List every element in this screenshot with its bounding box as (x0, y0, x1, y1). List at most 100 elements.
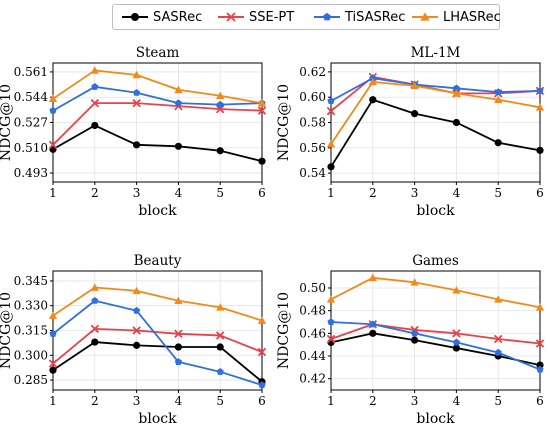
y-tick-label: 0.48 (299, 304, 326, 318)
x-tick-label: 5 (216, 394, 224, 408)
data-point (49, 366, 57, 374)
series-sasrec (327, 96, 544, 171)
legend-label: TiSASRec (345, 9, 406, 25)
y-axis-label: NDCG@10 (276, 292, 292, 369)
data-point (326, 334, 336, 344)
data-point (494, 139, 502, 147)
x-tick-label: 2 (369, 394, 377, 408)
plot-frame (330, 270, 541, 391)
series-lhasrec (326, 273, 545, 311)
x-tick-label: 2 (91, 186, 99, 200)
series-line (52, 85, 263, 112)
y-tick-label: 0.50 (299, 281, 326, 295)
series-line (52, 299, 263, 386)
series-tisasrec (49, 296, 266, 389)
data-point (411, 336, 419, 344)
data-point (494, 88, 502, 96)
data-point (258, 381, 266, 389)
chart-panel-ml-1m: ML-1M 1 2 3 4 5 6 0.54 0.56 0.58 0.60 0.62 block NDCG… (276, 45, 545, 219)
data-point (174, 358, 182, 365)
data-point (174, 343, 182, 351)
legend-swatch (412, 12, 438, 21)
data-point (90, 66, 99, 74)
y-axis-label: NDCG@10 (0, 292, 14, 369)
series-line (52, 341, 263, 383)
series-line (330, 81, 541, 145)
series-line (52, 286, 263, 322)
x-tick-label: 4 (175, 394, 183, 408)
legend-label: LHASRec (443, 9, 501, 25)
data-point (90, 98, 100, 108)
data-point (216, 91, 225, 100)
legend-item-tisasrec: TiSASRec (313, 5, 405, 29)
data-point (535, 103, 545, 111)
legend-item-sasrec: SASRec (121, 5, 202, 29)
data-point (132, 98, 141, 108)
series-line (330, 276, 541, 309)
series-line (330, 77, 541, 102)
data-point (494, 295, 503, 303)
series-line (52, 124, 263, 163)
data-point (327, 97, 335, 105)
data-point (326, 139, 336, 148)
series-sse-pt (48, 98, 267, 150)
y-tick-label: 0.44 (299, 349, 326, 363)
legend-marker-pentagon (323, 12, 331, 21)
chart-title: ML-1M (411, 45, 461, 61)
data-point (327, 163, 335, 171)
x-tick-label: 5 (494, 186, 502, 200)
data-point (258, 157, 266, 165)
legend-label: SSE-PT (249, 9, 295, 25)
x-tick-label: 6 (536, 186, 544, 200)
data-point (536, 87, 544, 94)
data-point (411, 329, 419, 337)
x-tick-label: 4 (453, 394, 461, 408)
x-tick-label: 5 (494, 394, 502, 408)
y-tick-label: 0.60 (299, 90, 326, 104)
data-point (133, 88, 141, 96)
data-point (410, 81, 419, 90)
chart-panel-steam: Steam 1 2 3 4 5 6 0.493 0.510 0.527 0.544 0.561 bloc… (0, 45, 267, 219)
y-tick-label: 0.62 (299, 65, 326, 79)
y-axis-label: NDCG@10 (276, 84, 292, 161)
series-line (330, 332, 541, 366)
data-point (452, 338, 460, 346)
data-point (48, 140, 58, 150)
data-point (326, 295, 336, 303)
series-sse-pt (48, 324, 267, 368)
data-point (410, 278, 419, 286)
data-point (48, 359, 58, 368)
y-tick-label: 0.56 (299, 141, 326, 155)
x-tick-label: 1 (49, 186, 57, 200)
data-point (257, 106, 267, 115)
y-tick-label: 0.510 (14, 141, 48, 155)
x-tick-label: 6 (536, 394, 544, 408)
data-point (174, 85, 183, 94)
x-axis-label: block (416, 411, 455, 427)
data-point (90, 324, 100, 334)
data-point (536, 361, 544, 369)
data-point (411, 110, 419, 118)
series-sasrec (49, 338, 266, 386)
y-tick-label: 0.527 (14, 116, 48, 130)
data-point (49, 106, 57, 114)
legend-swatch (122, 13, 148, 21)
data-point (257, 99, 267, 107)
legend-item-sse-pt: SSE-PT (217, 5, 294, 29)
data-point (368, 273, 377, 282)
x-tick-label: 6 (258, 186, 266, 200)
data-point (132, 326, 141, 335)
data-point (133, 306, 141, 314)
data-point (494, 348, 502, 356)
x-tick-label: 2 (369, 186, 377, 200)
y-tick-label: 0.315 (14, 324, 48, 338)
data-point (452, 286, 461, 294)
series-sse-pt (326, 72, 545, 116)
x-tick-label: 4 (175, 186, 183, 200)
x-tick-label: 3 (411, 394, 419, 408)
legend-marker-circle (131, 13, 139, 21)
data-point (133, 341, 141, 349)
y-axis-label: NDCG@10 (0, 84, 14, 161)
data-point (91, 296, 99, 304)
data-point (91, 121, 99, 130)
